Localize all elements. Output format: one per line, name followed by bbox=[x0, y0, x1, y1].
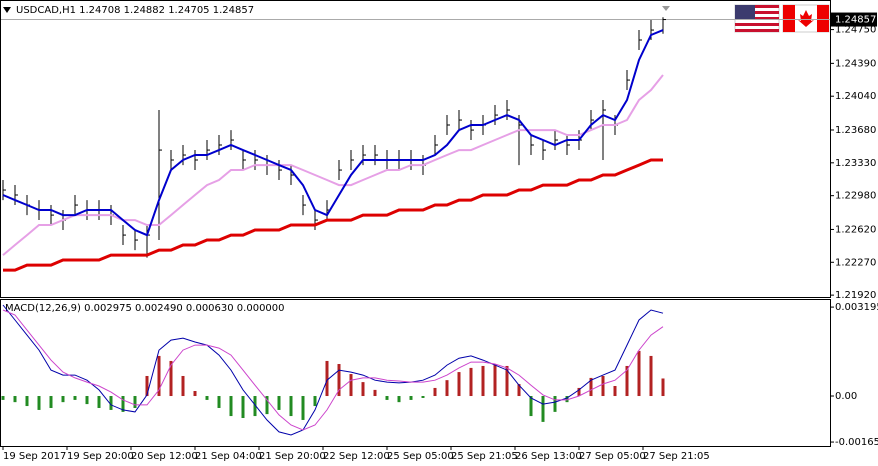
histogram-bar bbox=[241, 396, 245, 419]
histogram-bar bbox=[133, 396, 137, 408]
histogram-bar bbox=[49, 396, 53, 408]
x-tick-label: 21 Sep 20:00 bbox=[259, 451, 326, 462]
histogram-bar bbox=[193, 391, 197, 397]
macd-title: MACD(12,26,9) 0.002975 0.002490 0.000630… bbox=[5, 303, 285, 314]
y-tick-label: 1.23680 bbox=[835, 125, 876, 136]
histogram-bar bbox=[157, 355, 161, 397]
histogram-bar bbox=[205, 396, 209, 400]
histogram-bar bbox=[145, 375, 149, 397]
y-tick-label: 0.003195 bbox=[835, 302, 878, 313]
histogram-bar bbox=[265, 396, 269, 415]
y-tick-label: -0.001654 bbox=[835, 437, 878, 448]
histogram-bar bbox=[613, 385, 617, 397]
indicator-line bbox=[2, 29, 664, 237]
histogram-bar bbox=[661, 378, 665, 397]
indicator-line bbox=[3, 158, 663, 272]
x-tick-label: 27 Sep 21:05 bbox=[643, 451, 710, 462]
x-tick-label: 19 Sep 20:00 bbox=[67, 451, 134, 462]
histogram-bar bbox=[61, 396, 65, 403]
histogram-bar bbox=[541, 396, 545, 422]
histogram-bar bbox=[469, 367, 473, 397]
x-tick-label: 25 Sep 05:00 bbox=[387, 451, 454, 462]
histogram-bar bbox=[505, 365, 509, 397]
histogram-bar bbox=[85, 396, 89, 405]
histogram-bar bbox=[289, 396, 293, 417]
chart-title: USDCAD,H1 1.24708 1.24882 1.24705 1.2485… bbox=[16, 5, 254, 16]
histogram-bar bbox=[169, 360, 173, 397]
histogram-bar bbox=[13, 396, 17, 403]
histogram-bar bbox=[25, 396, 29, 407]
histogram-bar bbox=[361, 382, 365, 397]
histogram-bar bbox=[529, 396, 533, 417]
indicator-line bbox=[2, 74, 664, 256]
histogram-bar bbox=[409, 396, 413, 400]
indicator-line bbox=[2, 304, 664, 436]
canada-flag bbox=[782, 4, 830, 33]
menu-triangle bbox=[3, 7, 11, 13]
y-tick-label: 1.22980 bbox=[835, 191, 876, 202]
histogram-bar bbox=[325, 360, 329, 397]
histogram-bar bbox=[217, 396, 221, 408]
y-tick-label: 1.24040 bbox=[835, 91, 876, 102]
x-tick-label: 20 Sep 12:00 bbox=[131, 451, 198, 462]
histogram-bar bbox=[649, 355, 653, 397]
histogram-bar bbox=[397, 396, 401, 403]
x-tick-label: 19 Sep 2017 bbox=[3, 451, 66, 462]
us-flag bbox=[734, 4, 780, 33]
y-tick-label: 0.00 bbox=[835, 391, 857, 402]
histogram-bar bbox=[565, 396, 569, 403]
y-tick-label: 1.23330 bbox=[835, 158, 876, 169]
histogram-bar bbox=[517, 384, 521, 397]
histogram-bar bbox=[349, 374, 353, 397]
histogram-bar bbox=[301, 396, 305, 420]
histogram-bar bbox=[229, 396, 233, 417]
y-tick-label: 1.22270 bbox=[835, 257, 876, 268]
macd-frame bbox=[0, 299, 831, 447]
histogram-bar bbox=[385, 396, 389, 400]
histogram-bar bbox=[253, 396, 257, 417]
histogram-bar bbox=[37, 396, 41, 410]
histogram-bar bbox=[421, 396, 425, 398]
histogram-bar bbox=[577, 387, 581, 397]
last-price-label: 1.24857 bbox=[835, 15, 876, 26]
histogram-bar bbox=[97, 396, 101, 408]
y-tick-label: 1.24390 bbox=[835, 58, 876, 69]
x-tick-label: 22 Sep 12:00 bbox=[323, 451, 390, 462]
histogram-bar bbox=[637, 350, 641, 397]
histogram-bar bbox=[73, 396, 77, 400]
y-tick-label: 1.21920 bbox=[835, 290, 876, 301]
histogram-bar bbox=[121, 396, 125, 412]
x-tick-label: 26 Sep 13:00 bbox=[515, 451, 582, 462]
histogram-bar bbox=[433, 387, 437, 397]
histogram-bar bbox=[481, 365, 485, 397]
histogram-bar bbox=[373, 389, 377, 397]
histogram-bar bbox=[553, 396, 557, 412]
y-tick-label: 1.24750 bbox=[835, 25, 876, 36]
histogram-bar bbox=[601, 375, 605, 397]
histogram-bar bbox=[181, 375, 185, 397]
x-tick-label: 27 Sep 05:00 bbox=[579, 451, 646, 462]
y-tick-label: 1.22620 bbox=[835, 224, 876, 235]
histogram-bar bbox=[493, 364, 497, 397]
histogram-bar bbox=[313, 396, 317, 407]
histogram-bar bbox=[1, 396, 5, 400]
indicator-line bbox=[2, 309, 664, 431]
histogram-bar bbox=[277, 396, 281, 410]
histogram-bar bbox=[457, 372, 461, 397]
shift-marker bbox=[662, 6, 670, 11]
histogram-bar bbox=[109, 396, 113, 410]
x-tick-label: 25 Sep 21:05 bbox=[451, 451, 518, 462]
histogram-bar bbox=[337, 364, 341, 397]
price-frame bbox=[0, 0, 831, 298]
x-tick-label: 21 Sep 04:00 bbox=[195, 451, 262, 462]
histogram-bar bbox=[445, 380, 449, 397]
histogram-bar bbox=[589, 377, 593, 397]
histogram-bar bbox=[625, 365, 629, 397]
last-price-box bbox=[831, 12, 877, 27]
